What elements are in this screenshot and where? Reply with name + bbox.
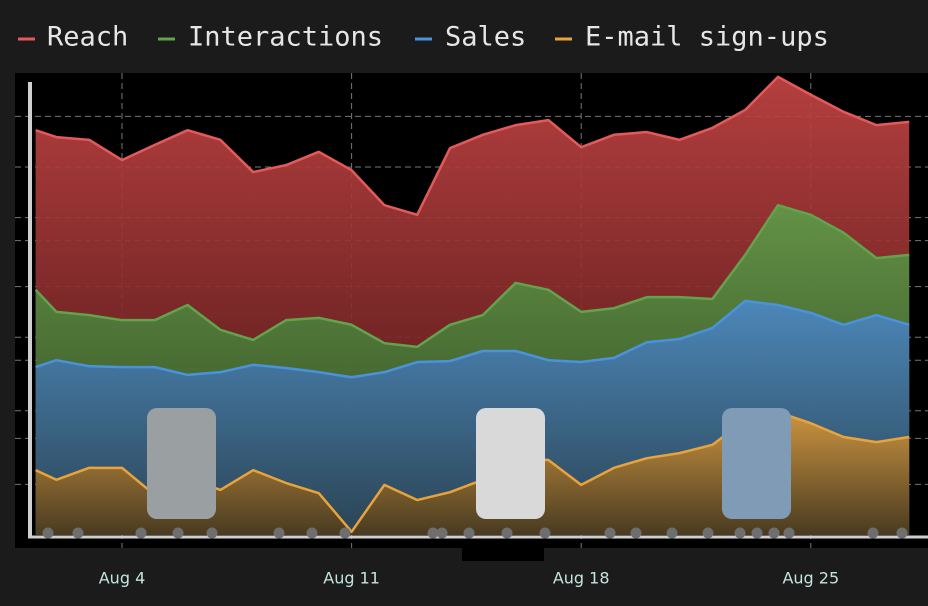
event-dot: [867, 527, 879, 539]
post-thumbnail: [722, 408, 791, 519]
post-thumbnail: [147, 408, 216, 519]
line: [35, 299, 910, 379]
event-dot: [339, 527, 351, 539]
event-dot: [42, 527, 54, 539]
event-dot: [427, 527, 439, 539]
x-tick-label: Aug 11: [323, 569, 380, 588]
post-thumbnail: [476, 408, 545, 519]
event-dot: [630, 527, 642, 539]
event-dot: [734, 527, 746, 539]
event-dot: [751, 527, 763, 539]
x-tick-label: Aug 18: [553, 569, 610, 588]
event-dot: [206, 527, 218, 539]
event-dot: [783, 527, 795, 539]
event-dot: [896, 527, 908, 539]
legend-label: Reach: [47, 22, 128, 53]
x-tick-label: Aug 25: [782, 569, 839, 588]
overlay: [28, 82, 928, 561]
line: [34, 203, 910, 349]
x-tick-label: Aug 4: [99, 569, 146, 588]
line: [35, 75, 910, 217]
event-dot: [436, 527, 448, 539]
legend-label: Interactions: [188, 22, 383, 53]
event-dot: [306, 527, 318, 539]
event-dot: [666, 527, 678, 539]
event-dot: [72, 527, 84, 539]
area: [35, 412, 910, 535]
event-dot: [501, 527, 513, 539]
plot-area: [15, 73, 928, 548]
event-dot: [768, 527, 780, 539]
legend: Reach Interactions Sales E-mail sign-ups: [18, 22, 829, 53]
event-dot: [273, 527, 285, 539]
scroll-thumb: [462, 548, 544, 561]
event-dot: [604, 527, 616, 539]
event-dot: [539, 527, 551, 539]
event-dot: [463, 527, 475, 539]
event-dot: [135, 527, 147, 539]
event-dot: [702, 527, 714, 539]
legend-label: Sales: [445, 22, 526, 53]
event-dot: [172, 527, 184, 539]
legend-label: E-mail sign-ups: [585, 22, 829, 53]
